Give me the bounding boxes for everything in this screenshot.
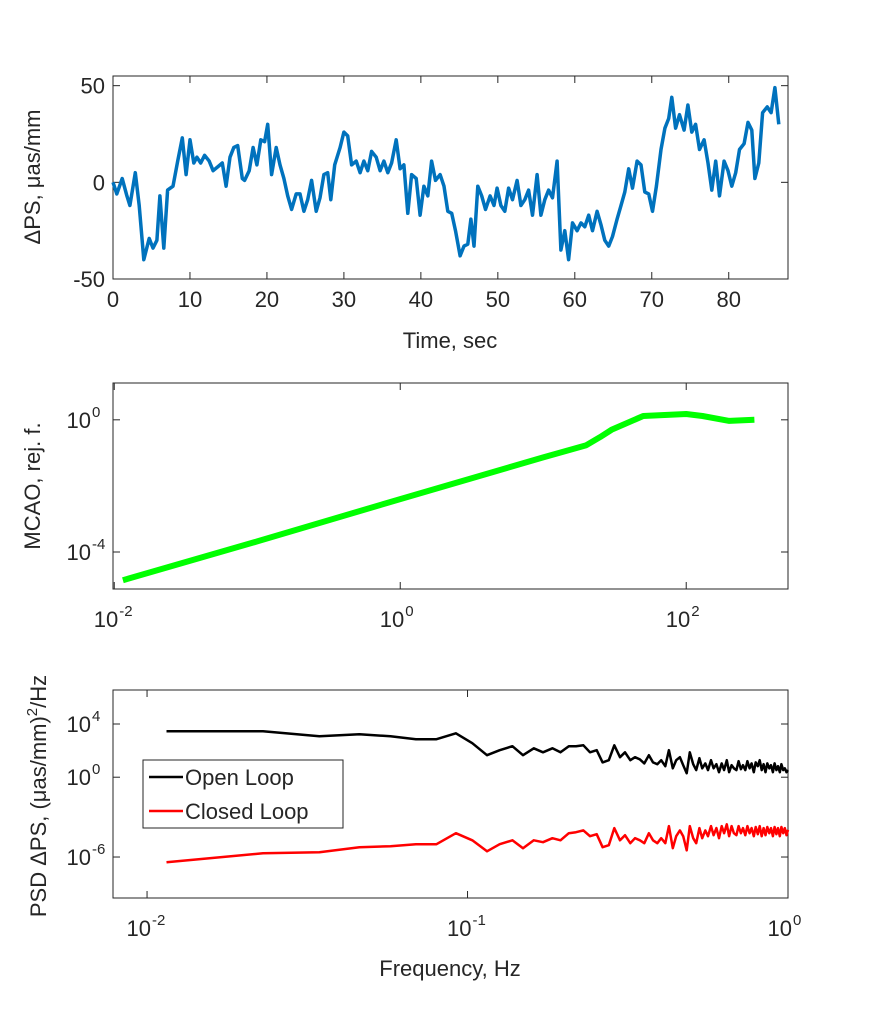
tick-label-exponent: 0 [92, 404, 100, 421]
tick-label-exponent: -1 [473, 912, 486, 929]
data-line [166, 823, 790, 864]
tick-label: 30 [332, 287, 356, 312]
tick-label-exponent: 4 [92, 708, 100, 725]
data-line [166, 729, 790, 775]
tick-label: 10 [178, 287, 202, 312]
y-axis-label-text: PSD ΔPS, (μas/mm) [26, 716, 51, 917]
tick-label: 10 [67, 408, 91, 433]
x-axis-label: Frequency, Hz [379, 956, 520, 981]
tick-label: 0 [107, 287, 119, 312]
tick-label-exponent: 0 [793, 912, 801, 929]
tick-label: 70 [640, 287, 664, 312]
legend [142, 759, 344, 829]
tick-label: 10 [768, 916, 792, 941]
tick-label: 40 [409, 287, 433, 312]
tick-label: 60 [563, 287, 587, 312]
y-axis-label: PSD ΔPS, (μas/mm)2/Hz [24, 675, 51, 917]
tick-label-exponent: 0 [92, 761, 100, 778]
tick-label: 10 [666, 607, 690, 632]
tick-label: 0 [93, 170, 105, 195]
tick-label-exponent: 0 [405, 603, 413, 620]
legend-label: Closed Loop [185, 799, 309, 824]
tick-label: 50 [81, 74, 105, 99]
tick-label: 10 [447, 916, 471, 941]
tick-label: 10 [67, 540, 91, 565]
y-axis-label-sup: 2 [24, 708, 41, 716]
tick-label: 10 [94, 607, 118, 632]
tick-label: 10 [67, 712, 91, 737]
tick-label-exponent: -6 [92, 841, 105, 858]
tick-label-exponent: -2 [119, 603, 132, 620]
data-line [111, 85, 781, 262]
tick-label: 20 [255, 287, 279, 312]
y-axis-label: MCAO, rej. f. [20, 422, 45, 549]
y-axis-label: ΔPS, μas/mm [20, 110, 45, 245]
legend-label: Open Loop [185, 765, 294, 790]
tick-label: 10 [127, 916, 151, 941]
data-line [122, 411, 755, 584]
tick-label: 50 [486, 287, 510, 312]
tick-label-exponent: -4 [92, 536, 105, 553]
tick-label-exponent: 2 [691, 603, 699, 620]
tick-label-exponent: -2 [152, 912, 165, 929]
tick-label: -50 [73, 267, 105, 292]
x-axis-label: Time, sec [403, 328, 498, 353]
tick-label: 10 [380, 607, 404, 632]
tick-label: 10 [67, 845, 91, 870]
tick-label: 10 [67, 765, 91, 790]
y-axis-label-tail: /Hz [26, 675, 51, 708]
tick-label: 80 [716, 287, 740, 312]
